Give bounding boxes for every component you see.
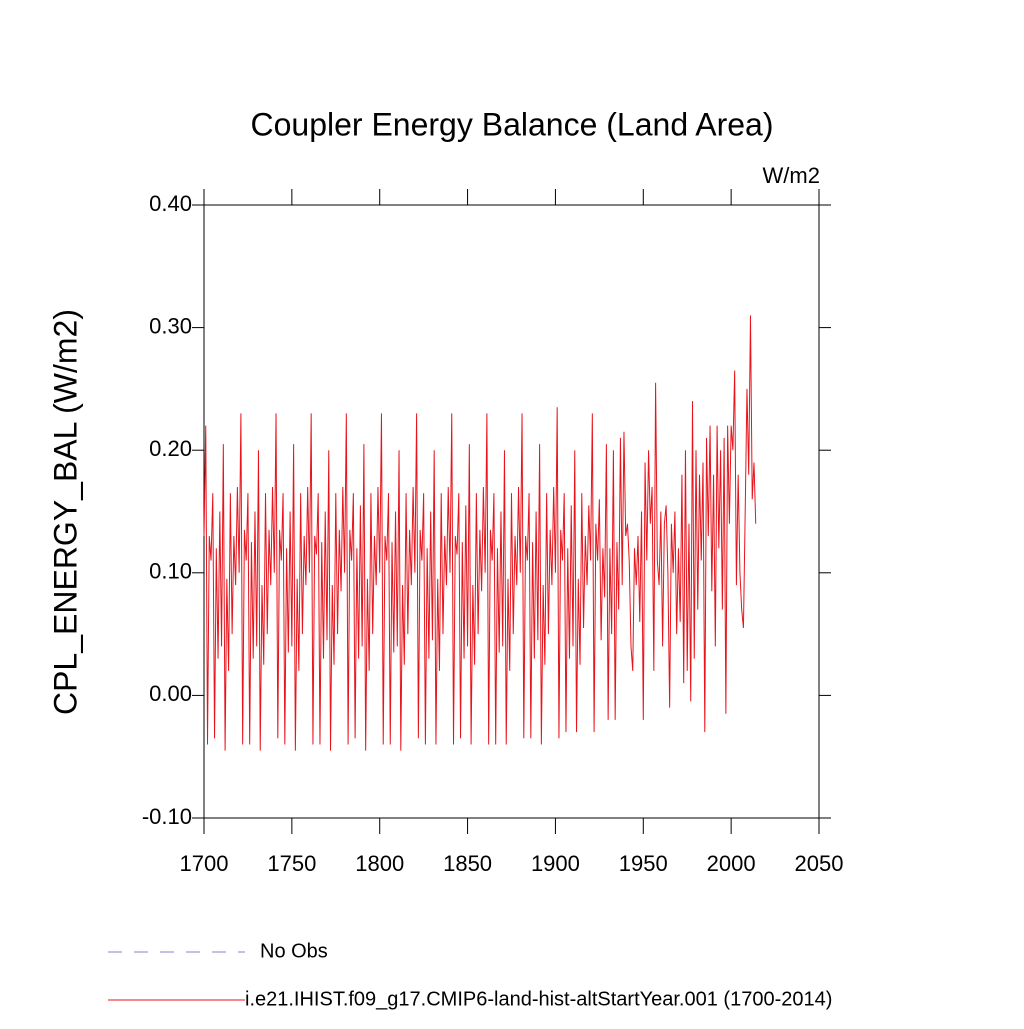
units-label: W/m2 xyxy=(763,163,820,188)
legend-label: i.e21.IHIST.f09_g17.CMIP6-land-hist-altS… xyxy=(245,988,832,1010)
legend-label: No Obs xyxy=(260,940,328,962)
x-tick-label: 2000 xyxy=(707,851,756,876)
y-tick-label: 0.20 xyxy=(149,436,192,461)
y-tick-label: -0.10 xyxy=(142,804,192,829)
x-tick-label: 1950 xyxy=(619,851,668,876)
y-tick-label: 0.00 xyxy=(149,681,192,706)
data-line xyxy=(203,315,757,751)
y-axis-label: CPL_ENERGY_BAL (W/m2) xyxy=(47,309,83,715)
x-tick-label: 1800 xyxy=(355,851,404,876)
x-tick-label: 1750 xyxy=(267,851,316,876)
y-tick-label: 0.10 xyxy=(149,559,192,584)
chart-title: Coupler Energy Balance (Land Area) xyxy=(251,106,774,142)
x-tick-label: 2050 xyxy=(795,851,844,876)
x-tick-label: 1700 xyxy=(180,851,229,876)
y-tick-label: 0.40 xyxy=(149,191,192,216)
x-tick-label: 1850 xyxy=(443,851,492,876)
y-tick-label: 0.30 xyxy=(149,313,192,338)
x-tick-label: 1900 xyxy=(531,851,580,876)
